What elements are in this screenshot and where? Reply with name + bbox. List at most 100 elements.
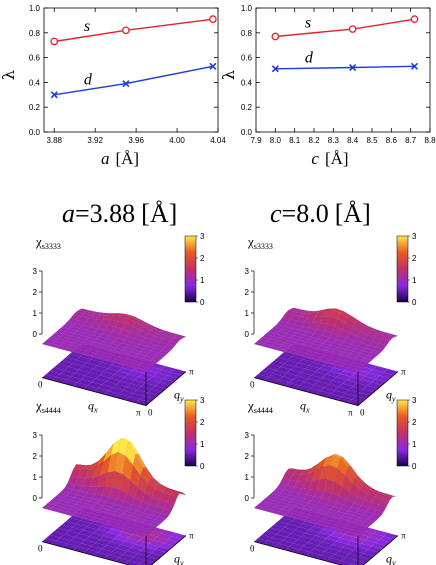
floor-cell bbox=[86, 523, 102, 530]
floor-cell bbox=[301, 369, 316, 376]
surface-cell bbox=[373, 509, 384, 516]
data-point-d bbox=[349, 63, 357, 72]
floor-cell bbox=[274, 357, 289, 364]
floor-cell bbox=[126, 547, 142, 554]
floor-cell bbox=[91, 378, 106, 385]
z-tick-label: 1 bbox=[33, 473, 38, 482]
series-line-d bbox=[275, 65, 415, 70]
colorbar bbox=[184, 399, 197, 467]
floor-cell bbox=[316, 391, 331, 398]
floor-cell bbox=[81, 375, 96, 382]
floor-cell bbox=[264, 377, 279, 384]
floor-cell bbox=[77, 379, 92, 386]
floor-cell bbox=[120, 377, 135, 384]
floor-cell bbox=[147, 389, 162, 396]
floor-cell bbox=[272, 370, 287, 377]
floor-cell bbox=[345, 389, 360, 396]
floor-cell bbox=[116, 544, 131, 551]
floor-cell bbox=[297, 372, 312, 379]
floor-cell bbox=[341, 393, 356, 400]
floor-cell bbox=[46, 370, 61, 377]
floor-cell bbox=[310, 384, 325, 391]
heading-c: c=8.0 [Å] bbox=[270, 199, 371, 228]
floor-cell bbox=[141, 547, 156, 554]
y-tick-label: 1.0 bbox=[241, 4, 253, 13]
series-line-s bbox=[54, 18, 213, 43]
colorbar-tick-label: 3 bbox=[412, 396, 417, 405]
floor-cell bbox=[363, 549, 378, 556]
series-line-s bbox=[275, 18, 415, 38]
surface-cell bbox=[364, 519, 376, 525]
y-tick-label: 0.4 bbox=[29, 78, 41, 87]
floor-cell bbox=[93, 365, 108, 372]
floor-cell bbox=[107, 365, 122, 372]
floor-cell bbox=[319, 365, 334, 372]
floor-cell bbox=[369, 533, 384, 540]
qy-label: qy bbox=[174, 388, 184, 404]
floor-cell bbox=[298, 359, 314, 366]
data-point-s bbox=[209, 15, 217, 24]
floor-cell bbox=[268, 373, 283, 380]
z-tick-label: 2 bbox=[33, 452, 38, 461]
surface-cell bbox=[355, 526, 367, 532]
floor-cell bbox=[118, 390, 134, 397]
data-point-s bbox=[410, 15, 419, 24]
floor-cell bbox=[347, 399, 362, 406]
series-label-d: d bbox=[305, 49, 314, 66]
floor-cell bbox=[328, 544, 343, 551]
floor-cell bbox=[357, 379, 372, 386]
floor-cell bbox=[289, 379, 304, 386]
floor-cell bbox=[167, 536, 182, 543]
floor-cell bbox=[133, 553, 148, 560]
floor-cell bbox=[60, 370, 75, 377]
floor-cell bbox=[74, 533, 90, 540]
colorbar-tick-label: 3 bbox=[200, 396, 205, 405]
plot-frame bbox=[255, 7, 431, 133]
colorbar bbox=[396, 399, 409, 467]
floor-cell bbox=[371, 543, 386, 550]
floor-cell bbox=[330, 390, 346, 397]
floor-cell bbox=[379, 536, 394, 543]
x-tick-label: 8.5 bbox=[366, 136, 378, 145]
qy-label: qy bbox=[386, 388, 396, 404]
floor-cell bbox=[324, 384, 339, 391]
floor-cell bbox=[341, 557, 356, 564]
qy-tick-pi: π bbox=[189, 367, 194, 377]
floor-cell bbox=[73, 546, 88, 553]
surface-cell bbox=[149, 521, 161, 527]
floor-cell bbox=[288, 356, 303, 363]
floor-cell bbox=[314, 545, 329, 552]
floor-cell bbox=[315, 532, 330, 539]
y-tick-label: 1.0 bbox=[29, 4, 41, 13]
series-line-d bbox=[54, 65, 214, 96]
floor-cell bbox=[320, 387, 335, 394]
floor-cell bbox=[103, 368, 118, 375]
floor-cell bbox=[114, 371, 129, 378]
floor-cell bbox=[258, 534, 273, 541]
floor-cell bbox=[167, 372, 182, 379]
floor-cell bbox=[367, 382, 382, 389]
z-tick-label: 2 bbox=[245, 288, 250, 297]
qx-axis-line bbox=[253, 377, 359, 406]
floor-cell bbox=[332, 377, 347, 384]
floor-cell bbox=[73, 382, 88, 389]
floor-cell bbox=[369, 369, 384, 376]
floor-cell bbox=[66, 517, 81, 524]
x-tick-label: 3.88 bbox=[46, 136, 62, 145]
floor-cell bbox=[299, 546, 314, 553]
floor-cell bbox=[309, 526, 324, 533]
floor-cell bbox=[157, 369, 172, 376]
floor-cell bbox=[159, 379, 174, 386]
floor-cell bbox=[122, 387, 138, 394]
floor-cell bbox=[266, 528, 281, 535]
colorbar-tick-label: 0 bbox=[412, 462, 417, 471]
floor-cell bbox=[293, 375, 308, 382]
floor-cell bbox=[42, 374, 57, 381]
floor-cell bbox=[125, 396, 140, 403]
floor-cell bbox=[326, 393, 342, 400]
floor-cell bbox=[272, 534, 287, 541]
floor-cell bbox=[114, 393, 130, 400]
floor-cell bbox=[93, 529, 108, 536]
floor-cell bbox=[97, 526, 112, 533]
